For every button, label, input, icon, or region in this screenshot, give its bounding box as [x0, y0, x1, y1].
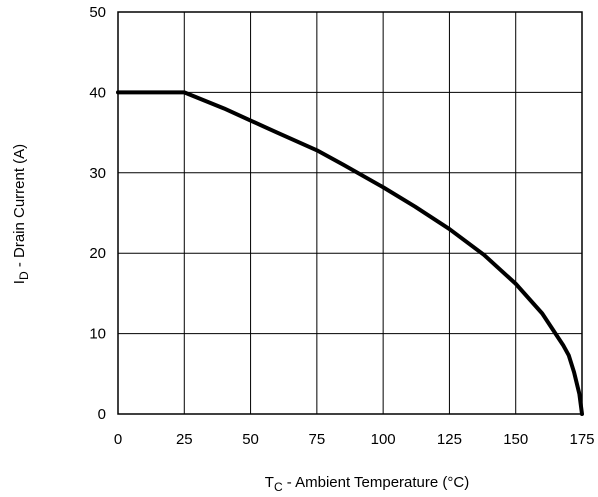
x-tick-label: 150	[503, 431, 528, 448]
x-axis-label-sub: C	[274, 480, 283, 494]
y-axis-label-sub: D	[17, 271, 31, 280]
x-tick-label: 25	[176, 431, 193, 448]
y-tick-label: 50	[89, 4, 106, 21]
tick-labels: 0 25 50 75 100 125 150 175 0 10 20 30 40 50	[89, 4, 594, 448]
x-tick-label: 125	[437, 431, 462, 448]
y-tick-label: 20	[89, 245, 106, 262]
grid-lines	[117, 11, 583, 415]
y-tick-label: 40	[89, 84, 106, 101]
x-tick-label: 50	[242, 431, 259, 448]
x-axis-label: TC - Ambient Temperature (°C)	[265, 474, 469, 494]
x-tick-label: 100	[371, 431, 396, 448]
y-axis-label-main: I	[11, 280, 28, 284]
x-tick-label: 0	[114, 431, 122, 448]
y-axis-label: ID - Drain Current (A)	[11, 144, 31, 284]
y-tick-label: 0	[98, 406, 106, 423]
x-axis-label-main: T	[265, 474, 274, 491]
y-tick-label: 30	[89, 165, 106, 182]
x-tick-label: 75	[309, 431, 326, 448]
y-tick-label: 10	[89, 326, 106, 343]
x-axis-label-rest: - Ambient Temperature (°C)	[283, 474, 470, 491]
y-axis-label-rest: - Drain Current (A)	[11, 144, 28, 272]
series-line	[116, 90, 584, 416]
plot-frame	[117, 11, 583, 415]
x-tick-label: 175	[569, 431, 594, 448]
